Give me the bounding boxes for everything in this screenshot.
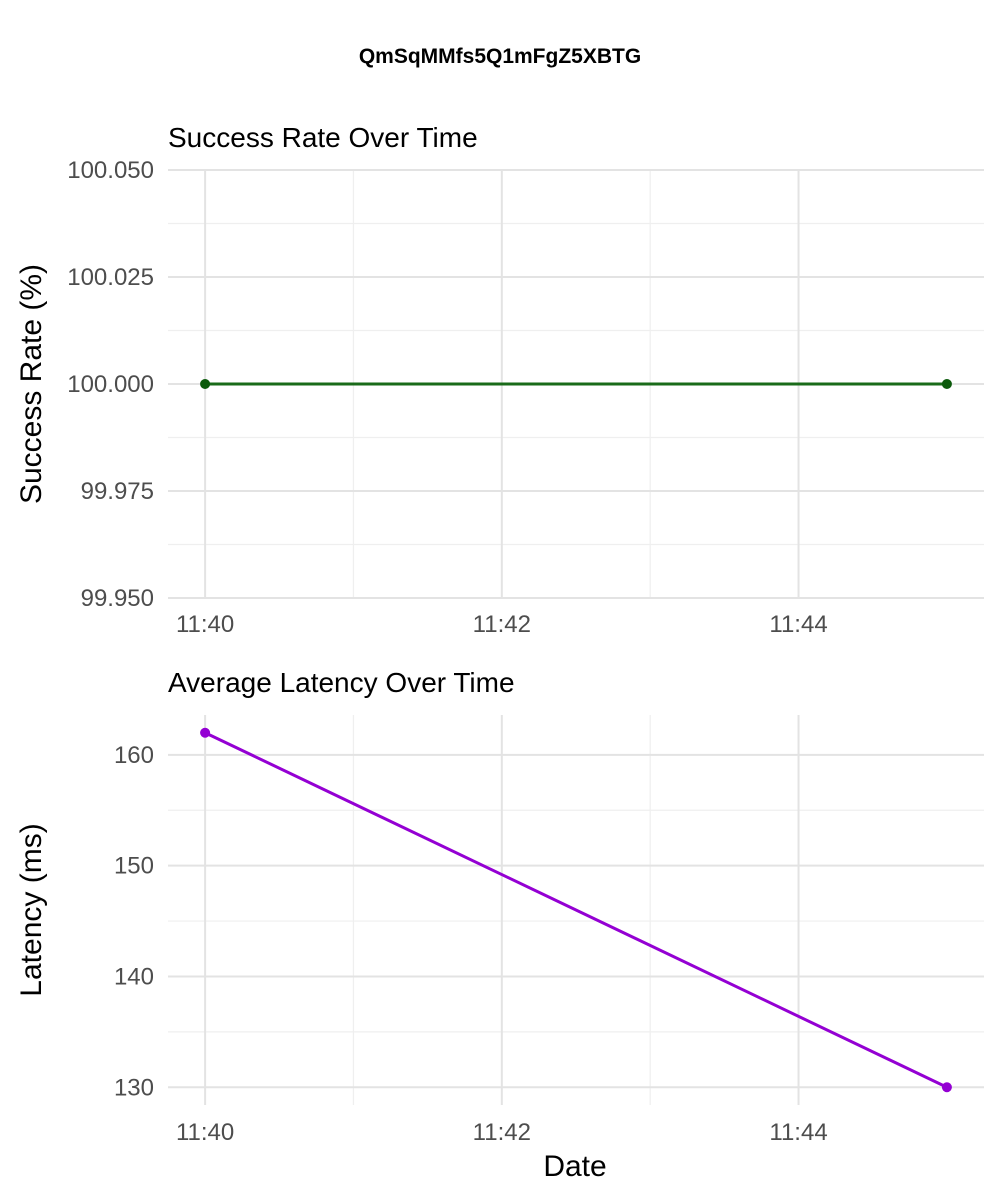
- x-tick-label: 11:44: [769, 611, 827, 638]
- x-tick-label: 11:42: [473, 611, 531, 638]
- success-rate-data-point: [200, 379, 211, 389]
- success-rate-data-point: [941, 379, 952, 389]
- x-tick-label: 11:40: [176, 1119, 234, 1146]
- latency-grid: [168, 715, 984, 1105]
- latency-panel: Average Latency Over Time 160 150 140 130 1…: [15, 667, 984, 1146]
- success-rate-panel: Success Rate Over Time 100.050100.025100…: [15, 122, 984, 638]
- success-rate-y-ticks: 100.050 100.025 100.000 99.975 99.950: [67, 157, 154, 612]
- latency-panel-title: Average Latency Over Time: [168, 667, 515, 698]
- latency-data-point: [941, 1082, 952, 1093]
- latency-y-ticks: 160 150 140 130: [114, 742, 154, 1101]
- success-rate-y-axis-title: Success Rate (%): [15, 264, 48, 504]
- success-rate-x-ticks: 11:40 11:42 11:44: [176, 611, 828, 638]
- x-axis-title: Date: [543, 1150, 606, 1183]
- y-tick-label: 100.000: [67, 371, 154, 398]
- latency-x-ticks: 11:40 11:42 11:44: [176, 1119, 828, 1146]
- success-rate-series: [200, 379, 952, 389]
- y-tick-label: 100.050: [67, 157, 154, 184]
- y-tick-label: 99.950: [81, 585, 154, 612]
- y-tick-label: 130: [114, 1074, 154, 1101]
- x-tick-label: 11:44: [769, 1119, 827, 1146]
- latency-y-axis-title: Latency (ms): [15, 823, 48, 996]
- latency-series-line: [204, 731, 948, 1089]
- y-tick-label: 140: [114, 963, 154, 990]
- x-tick-label: 11:42: [473, 1119, 531, 1146]
- y-tick-label: 100.025: [67, 264, 154, 291]
- y-tick-label: 99.975: [81, 478, 154, 505]
- x-tick-label: 11:40: [176, 611, 234, 638]
- y-tick-label: 160: [114, 742, 154, 769]
- y-tick-label: 150: [114, 853, 154, 880]
- latency-series: [200, 727, 952, 1093]
- main-title: QmSqMMfs5Q1mFgZ5XBTG: [359, 45, 641, 68]
- success-rate-panel-title: Success Rate Over Time: [168, 122, 478, 153]
- latency-data-point: [200, 727, 211, 738]
